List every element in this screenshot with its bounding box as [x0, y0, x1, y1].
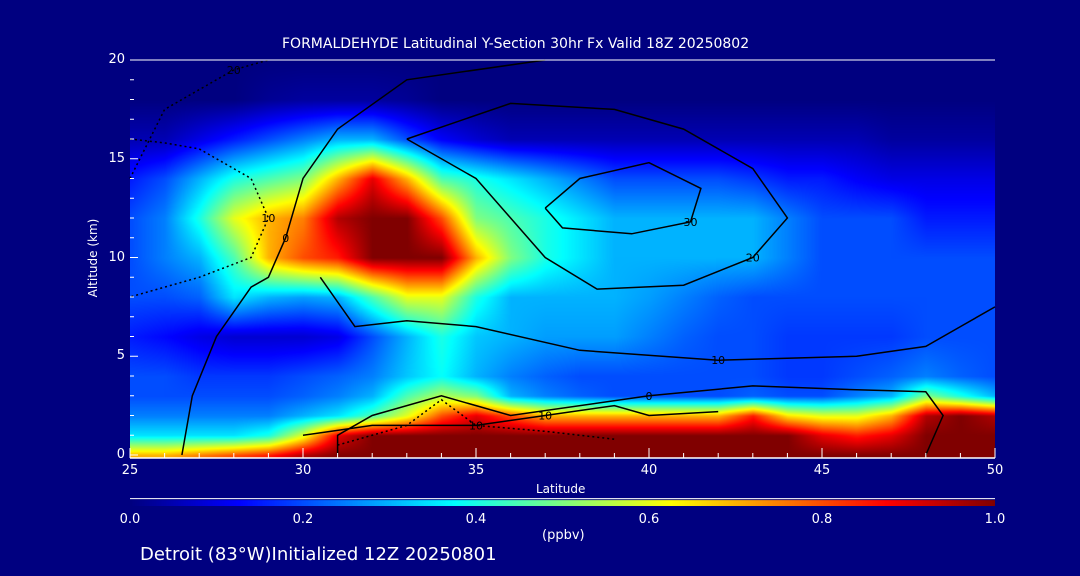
colorbar-tick-label: 1.0 [984, 512, 1006, 527]
x-tick-label: 40 [640, 463, 658, 478]
contour-line [337, 398, 615, 446]
x-axis-label: Latitude [536, 482, 586, 496]
footer-location-init: Detroit (83°W)Initialized 12Z 20250801 [140, 544, 497, 565]
contour-line [181, 59, 546, 456]
contour-label: 10 [261, 212, 275, 225]
contour-line [302, 404, 719, 437]
colorbar-tick-label: 0.2 [292, 512, 314, 527]
colorbar-unit-label: (ppbv) [542, 528, 585, 543]
x-tick-label: 50 [986, 463, 1004, 478]
contour-label: 30 [684, 216, 698, 229]
x-tick-label: 25 [121, 463, 139, 478]
contour-line [336, 385, 944, 456]
contour-line [129, 59, 269, 179]
contour-line [319, 276, 996, 361]
contour-label: 10 [711, 354, 725, 367]
y-tick-label: 15 [108, 150, 125, 166]
contour-line [129, 138, 270, 298]
y-tick-label: 0 [116, 447, 125, 462]
y-axis-label: Altitude (km) [86, 218, 100, 298]
contour-label: 10 [469, 419, 483, 432]
chart-title: FORMALDEHYDE Latitudinal Y-Section 30hr … [282, 36, 750, 52]
x-tick-label: 35 [467, 463, 485, 478]
x-tick-label: 45 [813, 463, 831, 478]
contour-label: 0 [282, 232, 289, 245]
contour-label: 20 [746, 252, 760, 265]
contour-line [406, 102, 789, 290]
x-tick-label: 30 [294, 463, 312, 478]
colorbar-tick-label: 0.8 [811, 512, 833, 527]
y-tick-label: 10 [108, 249, 125, 265]
contour-overlay: 0 0 10 10 20 30 10 20 10 [129, 59, 996, 459]
contour-label: 10 [538, 410, 552, 423]
plot-area: 0 0 10 10 20 30 10 20 10 [129, 59, 996, 459]
y-tick-label: 5 [116, 348, 125, 364]
y-tick-label: 20 [108, 52, 125, 67]
colorbar [130, 498, 995, 506]
contour-line [544, 161, 702, 235]
colorbar-tick-label: 0.4 [465, 512, 487, 527]
contour-label: 0 [646, 390, 653, 403]
colorbar-tick-label: 0.0 [119, 512, 141, 527]
heatmap-field [130, 60, 995, 458]
contour-label: 20 [227, 64, 241, 77]
colorbar-tick-label: 0.6 [638, 512, 660, 527]
